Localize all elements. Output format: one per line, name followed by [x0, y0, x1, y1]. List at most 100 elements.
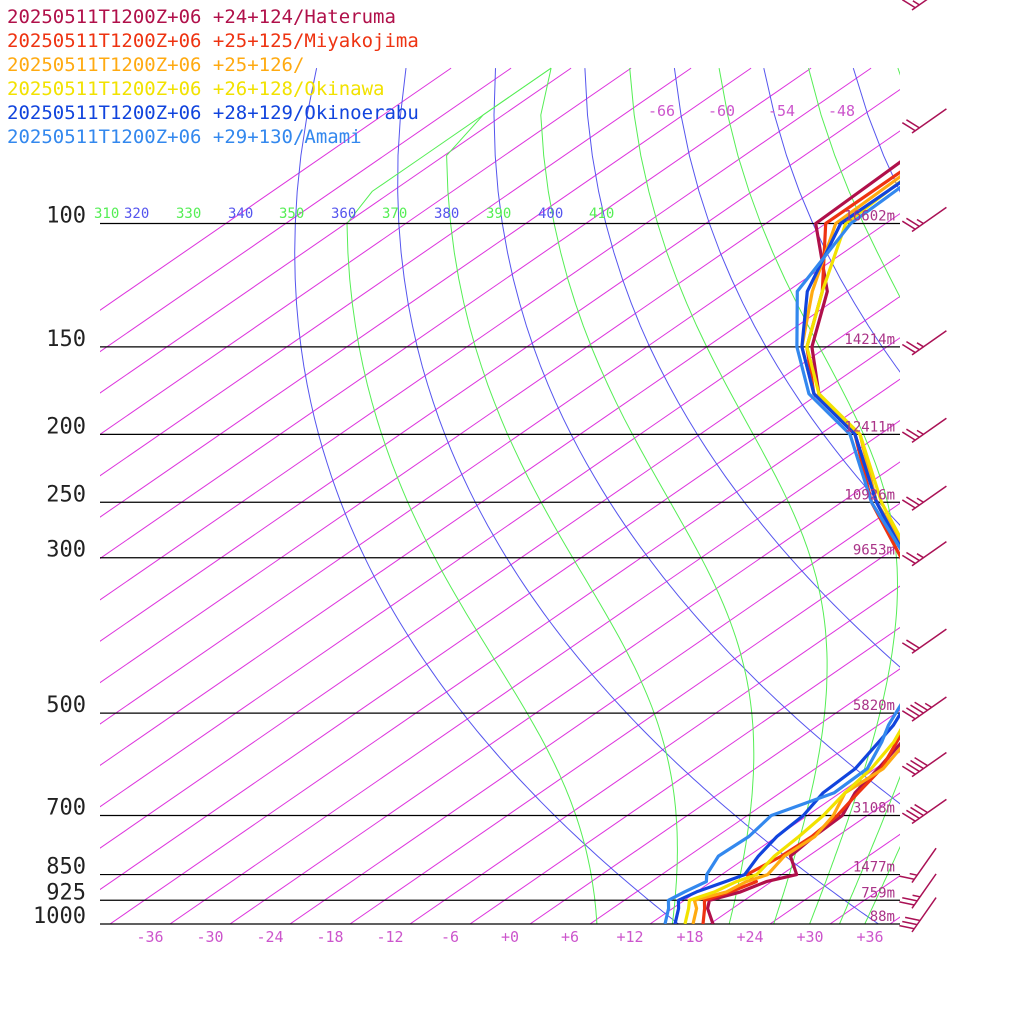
theta-label: 380	[434, 206, 459, 222]
dry-adiabat-line	[294, 68, 680, 924]
wind-barb-flag	[899, 875, 915, 881]
isotherm-line	[100, 67, 572, 394]
profile-line-4	[673, 180, 900, 924]
legend-entry: 20250511T1200Z+06 +28+129/Okinoerabu	[7, 102, 419, 124]
wind-barb-flag	[914, 803, 928, 814]
temperature-tick-label: +18	[676, 928, 703, 946]
dry-adiabat-line	[584, 68, 900, 668]
isotherm-line	[100, 213, 900, 766]
wind-barb-flag	[901, 765, 916, 775]
height-label: 759m	[861, 885, 895, 901]
wind-barb-flag	[899, 901, 915, 906]
temperature-tick-label: +36	[856, 928, 883, 946]
pressure-label: 200	[46, 414, 86, 439]
pressure-label: 150	[46, 327, 86, 352]
dry-adiabat-line	[493, 68, 900, 805]
isotherm-line	[889, 916, 900, 924]
wind-barb-flag	[906, 496, 920, 506]
pressure-label: 1000	[33, 904, 86, 929]
wind-barb-flag	[906, 217, 920, 227]
temperature-tick-label: +0	[501, 928, 519, 946]
wind-barb-half-flag	[912, 894, 921, 898]
wind-barb	[911, 0, 928, 11]
temperature-tick-label: -24	[256, 928, 283, 946]
theta-label: 330	[176, 206, 201, 222]
isobar-lines	[100, 222, 900, 925]
theta-label: 400	[538, 206, 563, 222]
height-label: 1477m	[853, 860, 895, 876]
isotherm-line	[469, 626, 900, 924]
wind-barb-flag	[901, 0, 916, 9]
height-label: 5820m	[853, 698, 895, 714]
legend-entry: 20250511T1200Z+06 +26+128/Okinawa	[7, 78, 385, 100]
isotherm-line	[100, 67, 752, 518]
theta-label: 370	[382, 206, 407, 222]
temperature-tick-label: -36	[136, 928, 163, 946]
wind-barb	[911, 628, 947, 654]
isotherm-line	[100, 67, 812, 560]
wind-barb-flag	[901, 122, 916, 132]
dry-adiabat-line	[943, 68, 1024, 939]
isotherm-line	[289, 502, 900, 924]
wind-barb-flag	[901, 710, 916, 720]
profile-line-2	[691, 174, 900, 924]
theta-label: 350	[279, 206, 304, 222]
wind-barb-flag	[899, 924, 915, 930]
theta-label: 410	[589, 206, 614, 222]
wind-barb-flag	[906, 428, 920, 438]
profile-line-3	[683, 179, 900, 924]
wind-barb-half-flag	[916, 218, 924, 225]
wind-barb	[911, 847, 937, 883]
isotherm-line	[100, 67, 632, 435]
temperature-tick-label: -6	[441, 928, 459, 946]
isotherm-line	[100, 88, 900, 642]
legend-entry: 20250511T1200Z+06 +24+124/Hateruma	[7, 6, 396, 28]
theta-label: 320	[124, 206, 149, 222]
pressure-label: 850	[46, 855, 86, 880]
legend-entry: 20250511T1200Z+06 +25+125/Miyakojima	[7, 30, 419, 52]
wind-barb-flag	[910, 704, 924, 714]
isotherm-line	[529, 668, 900, 924]
wind-barb-flag	[906, 639, 920, 649]
isotherm-line	[649, 750, 900, 924]
wind-barb	[911, 873, 937, 909]
isotherm-line	[100, 130, 900, 684]
wind-barb	[911, 417, 947, 443]
wind-barb-flag	[902, 897, 918, 902]
wind-barb	[911, 897, 937, 933]
moist-adiabat-line	[446, 67, 678, 924]
temperature-tick-label: -30	[196, 928, 223, 946]
pressure-label: 300	[46, 538, 86, 563]
pressure-label: 925	[46, 880, 86, 905]
temperature-tick-label: +24	[736, 928, 763, 946]
height-label: 12411m	[844, 419, 895, 435]
upper-isotherm-label: -60	[708, 102, 735, 120]
wind-barb-flag	[910, 806, 924, 817]
profile-line-5	[663, 185, 900, 924]
legend-entry: 20250511T1200Z+06 +29+130/Amami	[7, 126, 362, 148]
moist-adiabat-line	[346, 67, 598, 924]
wind-barb-half-flag	[916, 553, 924, 559]
wind-barb-flag	[901, 343, 916, 354]
isotherm-line	[100, 67, 872, 601]
wind-barb	[911, 485, 947, 511]
profile-line-0	[705, 160, 900, 924]
wind-barb-flag	[902, 920, 918, 926]
dry-adiabat-line	[673, 68, 900, 527]
legend-entry: 20250511T1200Z+06 +25+126/	[7, 54, 304, 76]
wind-barb-flag	[906, 341, 920, 351]
isotherm-line	[100, 295, 900, 849]
legend: 20250511T1200Z+06 +24+124/Hateruma202505…	[7, 6, 419, 148]
pressure-label: 250	[46, 482, 86, 507]
dry-adiabat-line	[397, 68, 880, 924]
wind-barbs	[899, 0, 947, 933]
moist-adiabat-line	[808, 67, 900, 924]
moist-adiabat-line	[629, 68, 828, 924]
isotherm-line	[100, 337, 900, 891]
wind-barb-flag	[910, 759, 924, 770]
theta-label: 390	[486, 206, 511, 222]
wind-barb-flag	[906, 809, 920, 819]
wind-barb-flag	[914, 701, 928, 711]
height-label: 3108m	[853, 800, 895, 816]
